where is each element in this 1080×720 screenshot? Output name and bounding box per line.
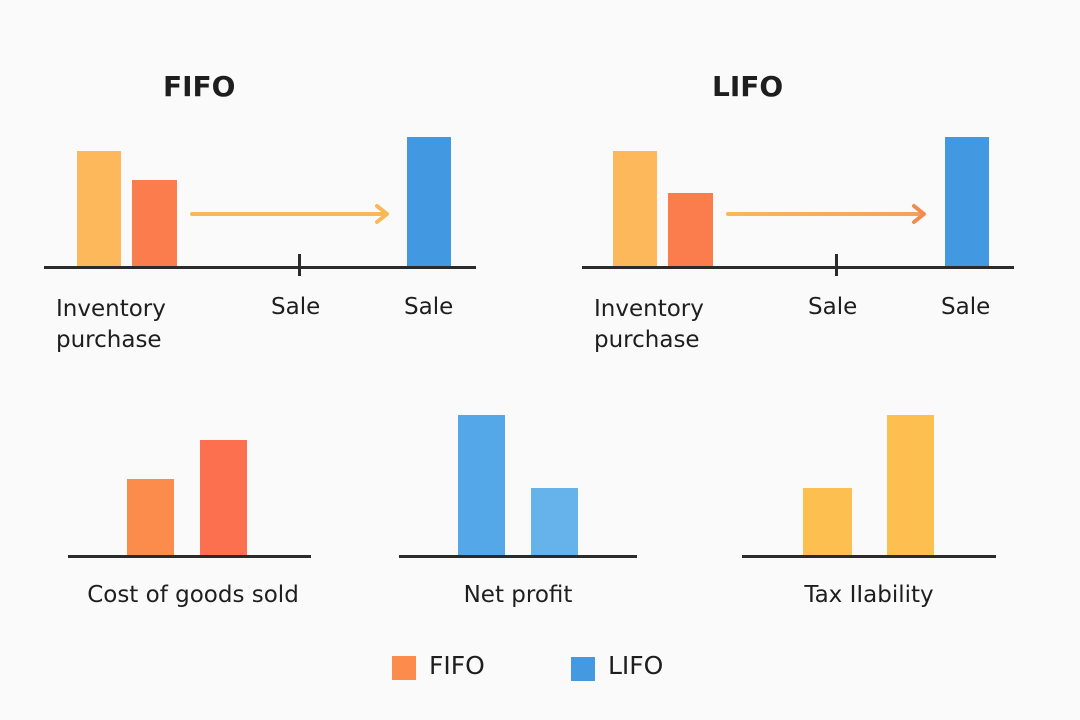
fifo-sale-bar: [407, 137, 451, 267]
fifo-sale-end-label: Sale: [404, 294, 454, 320]
net-profit-lifo-bar: [531, 488, 578, 556]
lifo-flow-arrow: [726, 212, 922, 216]
fifo-arrowhead-icon: [375, 204, 389, 224]
legend-lifo-swatch: [571, 657, 595, 681]
lifo-purchase-bar-1: [613, 151, 657, 267]
tax-label: Tax IIability: [804, 582, 934, 608]
fifo-title: FIFO: [163, 70, 236, 103]
fifo-purchase-bar-1: [77, 151, 121, 267]
net-profit-fifo-bar: [458, 415, 505, 556]
legend-fifo-label: FIFO: [429, 651, 485, 680]
lifo-purchase-label-line2: purchase: [594, 327, 700, 353]
lifo-sale-end-label: Sale: [941, 294, 991, 320]
legend-fifo-swatch: [392, 656, 416, 680]
cogs-axis: [68, 555, 311, 558]
lifo-purchase-bar-2: [668, 193, 713, 267]
fifo-purchase-bar-2: [132, 180, 177, 267]
lifo-title: LIFO: [712, 70, 784, 103]
fifo-purchase-label-line2: purchase: [56, 327, 162, 353]
lifo-purchase-label-line1: Inventory: [594, 296, 704, 322]
legend-lifo-label: LIFO: [608, 651, 664, 680]
fifo-timeline-axis: [44, 266, 476, 269]
lifo-sale-bar: [945, 137, 989, 267]
lifo-sale-tick: [835, 254, 838, 276]
fifo-purchase-label-line1: Inventory: [56, 296, 166, 322]
fifo-sale-tick: [298, 254, 301, 276]
tax-fifo-bar: [803, 488, 852, 556]
lifo-timeline-axis: [582, 266, 1014, 269]
net-profit-label: Net profit: [463, 582, 573, 608]
lifo-sale-mid-label: Sale: [808, 294, 858, 320]
cogs-lifo-bar: [200, 440, 247, 556]
fifo-flow-arrow: [190, 212, 386, 216]
tax-axis: [742, 555, 996, 558]
fifo-sale-mid-label: Sale: [271, 294, 321, 320]
tax-lifo-bar: [887, 415, 934, 556]
net-profit-axis: [399, 555, 637, 558]
lifo-arrowhead-icon: [912, 204, 926, 224]
cogs-label: Cost of goods sold: [87, 582, 299, 608]
cogs-fifo-bar: [127, 479, 174, 556]
